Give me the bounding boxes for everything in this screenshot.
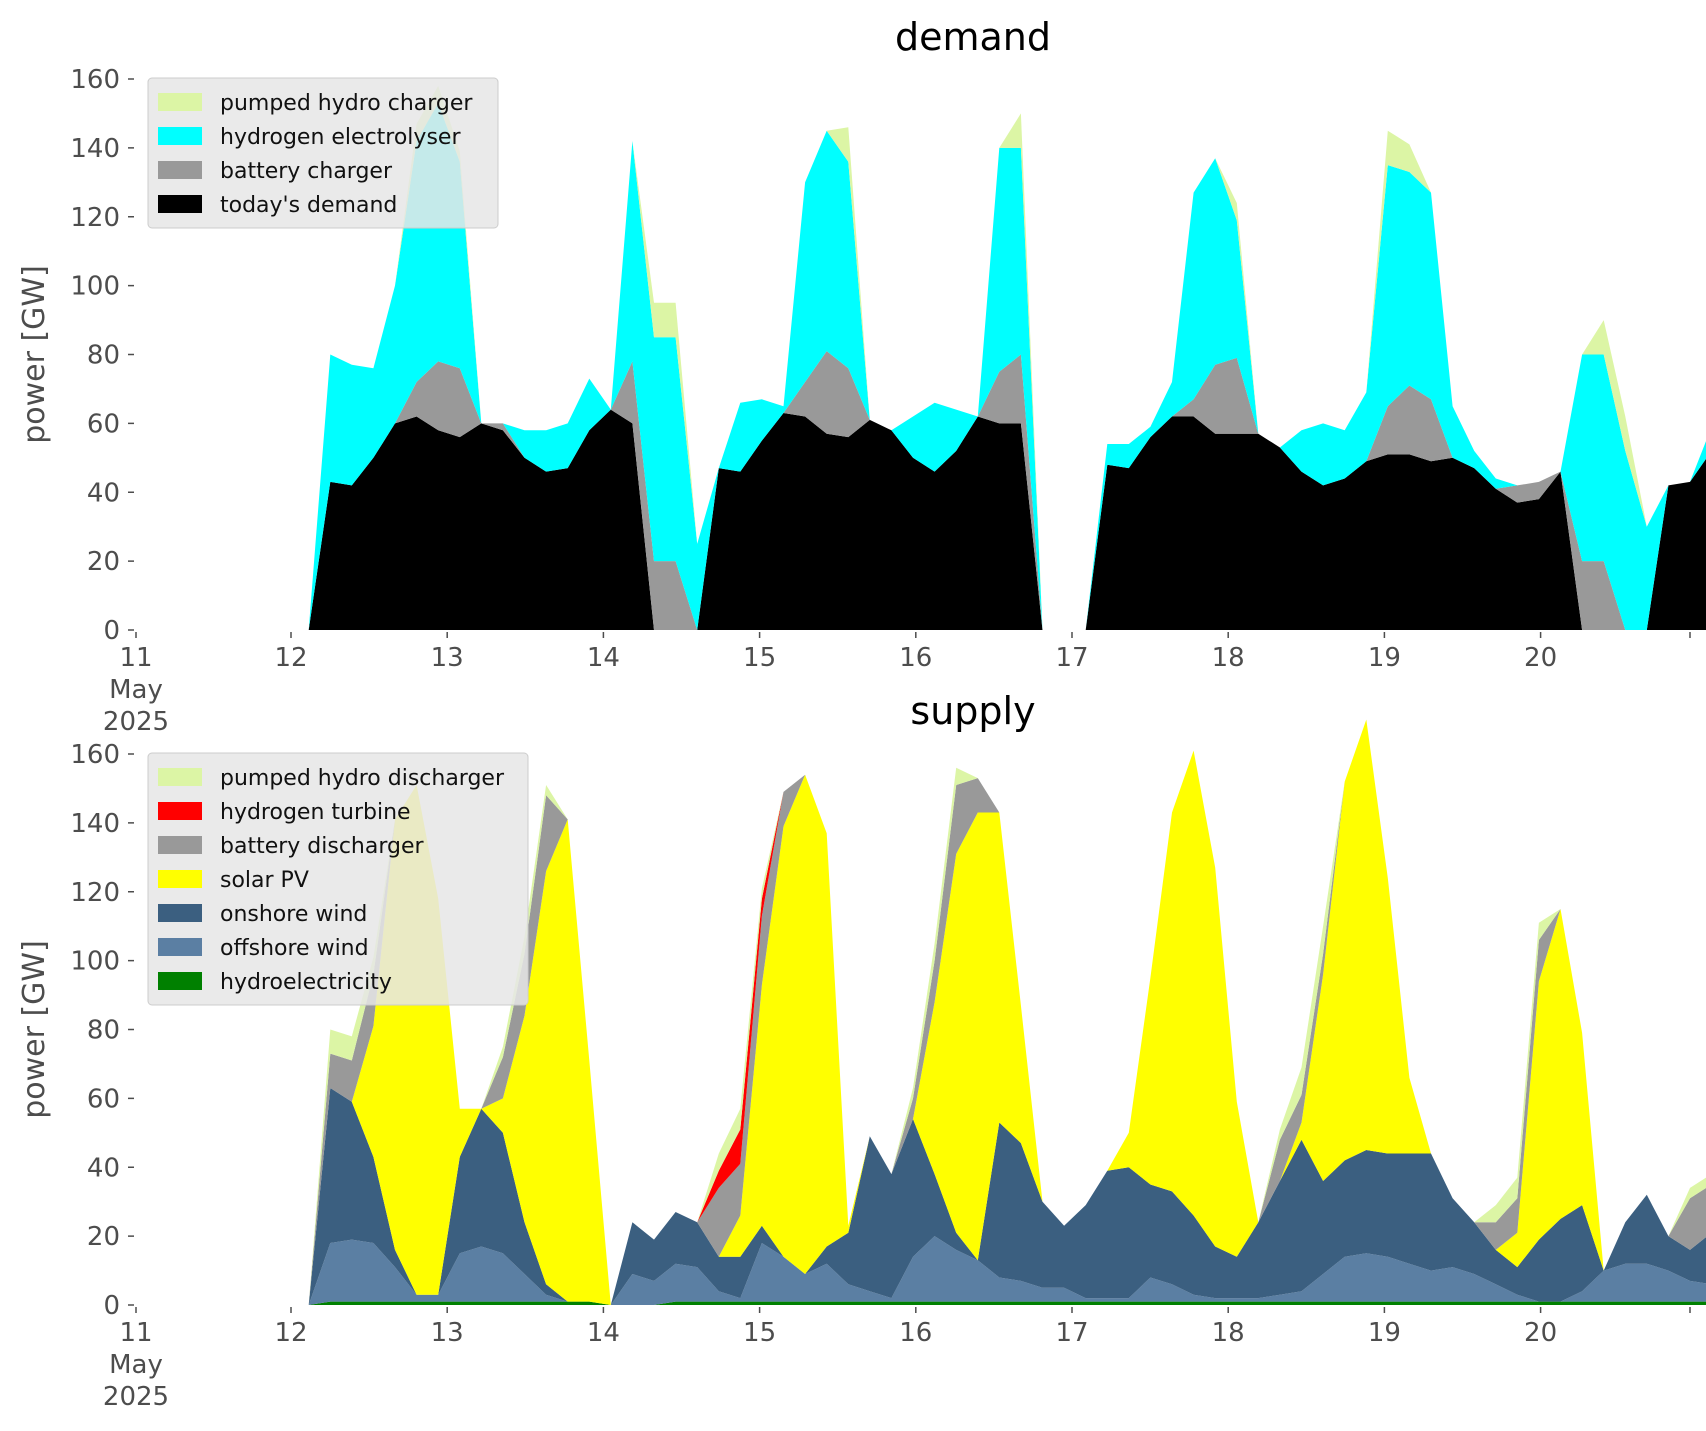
x-tick-label: 20 xyxy=(1524,643,1557,673)
legend-label: hydrogen turbine xyxy=(220,800,411,825)
chart-title: supply xyxy=(910,689,1035,733)
y-tick-label: 100 xyxy=(70,272,120,302)
legend-label: hydroelectricity xyxy=(220,970,392,995)
legend-swatch xyxy=(158,972,202,990)
x-tick-label: 15 xyxy=(743,643,776,673)
x-tick-label: 13 xyxy=(431,1318,464,1348)
legend-swatch xyxy=(158,938,202,956)
legend-label: battery discharger xyxy=(220,834,425,859)
y-tick-label: 140 xyxy=(70,809,120,839)
x-tick-label: 16 xyxy=(899,643,932,673)
panel-0: demand power [GW] 0 20 40 60 80 100 120 140 160 11 M… xyxy=(17,15,1706,737)
x-tick-label: 14 xyxy=(587,643,620,673)
y-tick-label: 140 xyxy=(70,134,120,164)
legend-swatch xyxy=(158,768,202,786)
legend-box xyxy=(147,752,529,1006)
legend-label: pumped hydro charger xyxy=(220,91,473,116)
y-tick-label: 160 xyxy=(70,65,120,95)
y-tick-label: 80 xyxy=(87,1016,120,1046)
y-tick-label: 120 xyxy=(70,878,120,908)
legend-swatch xyxy=(158,127,202,145)
panel-1: supply power [GW] 0 20 40 60 80 100 120 140 160 11 M… xyxy=(17,689,1706,1412)
y-tick-label: 160 xyxy=(70,740,120,770)
x-tick-label: 11 May 2025 xyxy=(103,643,169,737)
area-today-s-demand xyxy=(308,409,1706,630)
y-tick-label: 40 xyxy=(87,478,120,508)
chart-title: demand xyxy=(895,15,1051,59)
x-tick-label: 19 xyxy=(1368,643,1401,673)
x-tick-label: 20 xyxy=(1524,1318,1557,1348)
y-axis-label: power [GW] xyxy=(17,940,52,1119)
legend-label: offshore wind xyxy=(220,936,369,961)
legend-label: onshore wind xyxy=(220,902,367,927)
legend-label: battery charger xyxy=(220,159,393,184)
x-tick-label: 14 xyxy=(587,1318,620,1348)
area-hydroelectricity xyxy=(308,1301,1706,1305)
area-onshore-wind xyxy=(308,1088,1706,1305)
legend-swatch xyxy=(158,904,202,922)
x-tick-label: 18 xyxy=(1212,643,1245,673)
x-tick-label: 15 xyxy=(743,1318,776,1348)
x-tick-label: 13 xyxy=(431,643,464,673)
legend-label: solar PV xyxy=(220,868,309,893)
legend-swatch xyxy=(158,161,202,179)
legend-swatch xyxy=(158,195,202,213)
y-tick-label: 100 xyxy=(70,947,120,977)
y-tick-label: 60 xyxy=(87,409,120,439)
x-tick-label: 17 xyxy=(1055,1318,1088,1348)
legend: pumped hydro charger hydrogen electrolyse… xyxy=(147,77,499,229)
x-tick-label: 19 xyxy=(1368,1318,1401,1348)
x-tick-label: 18 xyxy=(1212,1318,1245,1348)
legend: pumped hydro discharger hydrogen turbine b… xyxy=(147,752,529,1006)
x-tick-label: 12 xyxy=(274,1318,307,1348)
y-tick-label: 60 xyxy=(87,1084,120,1114)
area-solar-pv xyxy=(308,719,1706,1305)
y-tick-label: 80 xyxy=(87,341,120,371)
y-tick-label: 20 xyxy=(87,1222,120,1252)
y-tick-label: 20 xyxy=(87,547,120,577)
x-tick-label: 12 xyxy=(274,643,307,673)
legend-box xyxy=(147,77,499,229)
legend-label: today's demand xyxy=(220,193,397,218)
legend-label: hydrogen electrolyser xyxy=(220,125,461,150)
x-tick-label: 11 May 2025 xyxy=(103,1318,169,1412)
legend-swatch xyxy=(158,870,202,888)
area-offshore-wind xyxy=(308,1236,1706,1305)
legend-swatch xyxy=(158,836,202,854)
y-tick-label: 40 xyxy=(87,1153,120,1183)
legend-label: pumped hydro discharger xyxy=(220,766,505,791)
legend-swatch xyxy=(158,802,202,820)
area-hydrogen-electrolyser xyxy=(308,103,1706,630)
legend-swatch xyxy=(158,93,202,111)
x-tick-label: 16 xyxy=(899,1318,932,1348)
y-axis-label: power [GW] xyxy=(17,265,52,444)
y-tick-label: 0 xyxy=(103,616,120,646)
y-tick-label: 120 xyxy=(70,203,120,233)
area-battery-charger xyxy=(308,351,1706,630)
y-tick-label: 0 xyxy=(103,1291,120,1321)
x-tick-label: 17 xyxy=(1055,643,1088,673)
